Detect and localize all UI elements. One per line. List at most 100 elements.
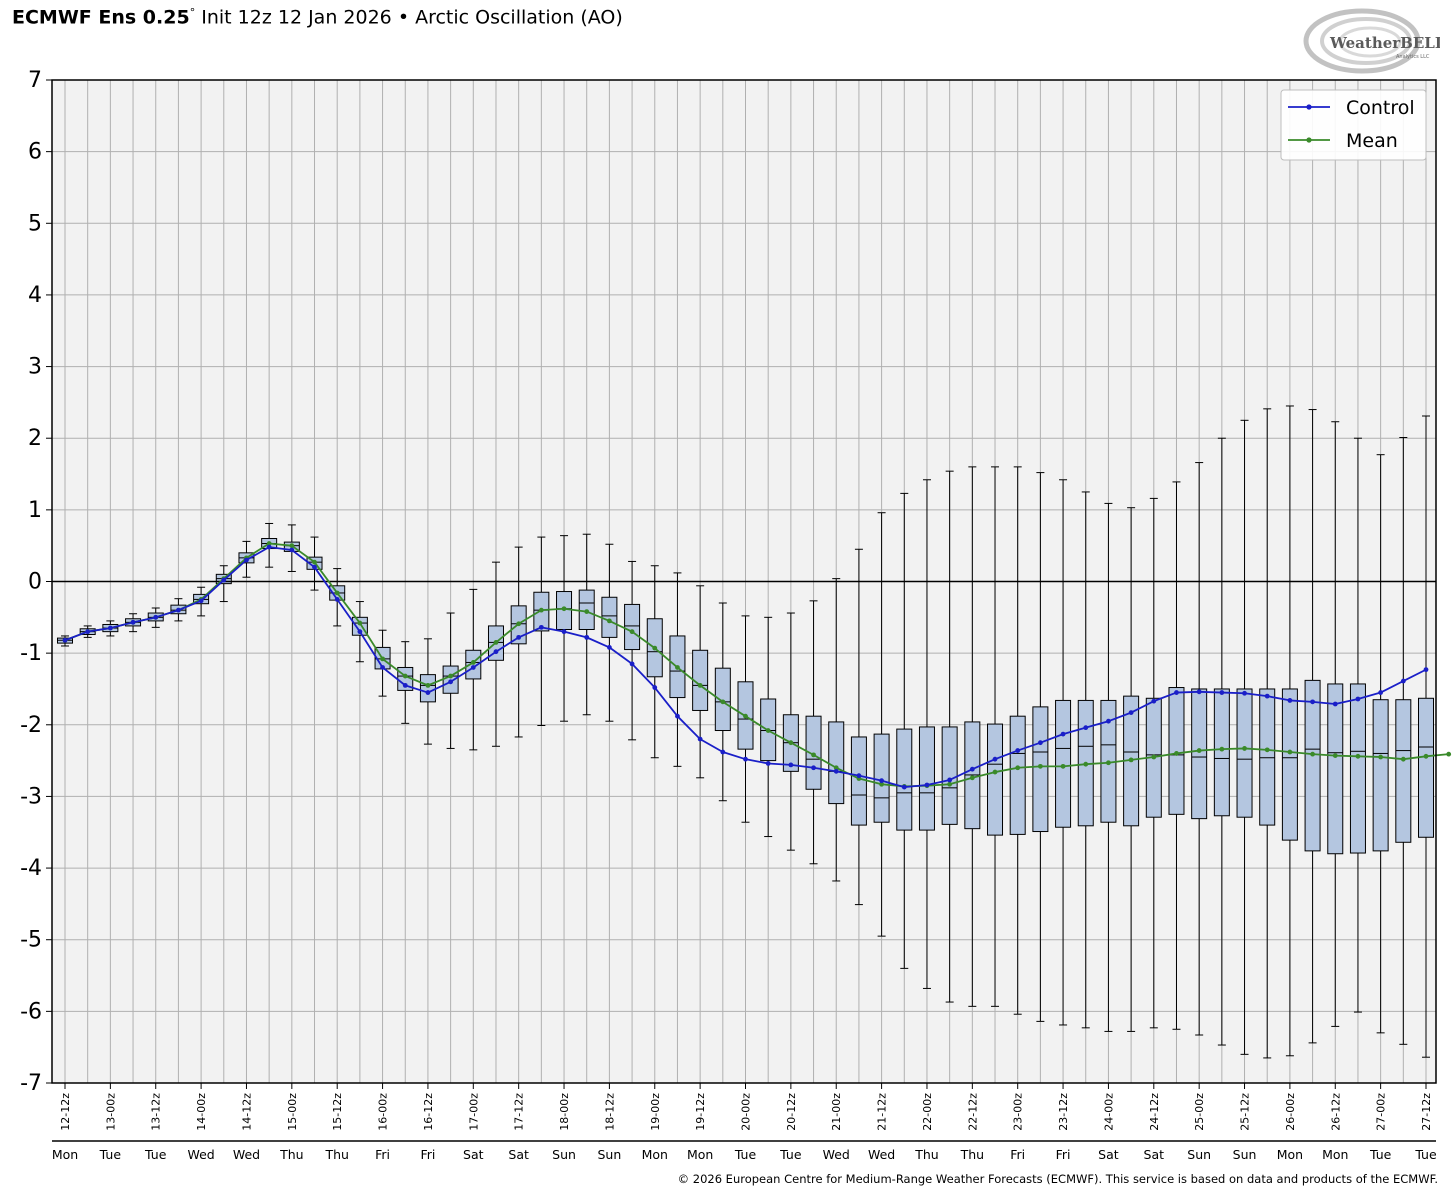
series-point-control <box>380 665 385 670</box>
box-iqr <box>1395 699 1412 843</box>
y-tick-label: 2 <box>28 426 42 451</box>
legend: Control Mean <box>1280 89 1427 161</box>
x-tick-date-label: 19-00z <box>649 1093 662 1131</box>
box-iqr <box>714 667 731 732</box>
x-tick-date-label: 15-00z <box>286 1093 299 1131</box>
y-tick-label: 6 <box>28 140 42 165</box>
series-point-mean <box>266 541 272 546</box>
x-tick-day-label: Fri <box>1056 1147 1071 1162</box>
series-point-mean <box>1446 751 1452 757</box>
x-tick-day-label: Mon <box>52 1147 78 1162</box>
x-tick-date-label: 17-00z <box>467 1093 480 1131</box>
x-tick-day-label: Tue <box>144 1147 167 1162</box>
box-iqr <box>1304 679 1321 852</box>
box-iqr <box>1236 688 1253 818</box>
series-point-mean <box>1332 753 1338 758</box>
series-point-control <box>1310 699 1315 705</box>
x-tick-date-label: 23-12z <box>1057 1093 1070 1131</box>
x-tick-day-label: Thu <box>324 1147 348 1162</box>
series-point-mean <box>380 656 385 662</box>
series-point-control <box>1242 690 1247 696</box>
series-point-control <box>811 765 816 771</box>
series-point-control <box>1355 696 1361 702</box>
series-point-control <box>1037 740 1043 746</box>
logo-text: WeatherBELL <box>1329 34 1440 52</box>
x-tick-date-label: 26-12z <box>1329 1093 1342 1131</box>
legend-control-label: Control <box>1346 97 1415 119</box>
x-tick-date-label: 27-00z <box>1375 1093 1388 1131</box>
series-point-control <box>1332 701 1338 707</box>
x-tick-day-label: Wed <box>868 1147 895 1162</box>
series-point-control <box>62 637 68 643</box>
series-point-control <box>538 624 544 630</box>
series-point-control <box>425 690 431 695</box>
series-point-control <box>1219 690 1225 695</box>
series-point-control <box>1400 678 1406 684</box>
series-point-mean <box>1151 754 1157 760</box>
series-point-control <box>1196 689 1202 695</box>
series-point-control <box>221 577 227 583</box>
model-name: ECMWF Ens 0.25 <box>12 6 190 29</box>
x-tick-date-label: 27-12z <box>1420 1093 1433 1131</box>
legend-mean-label: Mean <box>1346 130 1398 152</box>
box-iqr <box>624 603 641 651</box>
box-iqr <box>1372 699 1389 852</box>
x-tick-day-label: Tue <box>734 1147 757 1162</box>
x-tick-date-label: 19-12z <box>694 1093 707 1131</box>
y-tick-label: -2 <box>20 713 42 738</box>
series-point-control <box>833 768 839 774</box>
x-tick-date-label: 24-00z <box>1102 1093 1115 1131</box>
y-tick-label: -1 <box>20 641 42 666</box>
x-tick-date-label: 21-00z <box>830 1093 843 1131</box>
series-point-control <box>1264 693 1270 699</box>
series-point-control <box>266 544 272 550</box>
series-point-control <box>516 634 522 640</box>
x-tick-date-label: 25-00z <box>1193 1093 1206 1131</box>
series-point-mean <box>811 752 816 758</box>
x-tick-day-label: Fri <box>375 1147 390 1162</box>
y-tick-label: 0 <box>28 570 42 595</box>
x-tick-day-label: Sun <box>552 1147 576 1162</box>
series-point-control <box>130 619 136 625</box>
x-tick-date-label: 20-00z <box>740 1093 753 1131</box>
series-point-control <box>1378 690 1384 695</box>
series-point-control <box>992 756 998 762</box>
x-tick-day-label: Sat <box>463 1147 484 1162</box>
series-point-control <box>584 634 590 640</box>
series-point-control <box>198 598 204 604</box>
x-tick-day-label: Sat <box>1098 1147 1119 1162</box>
series-point-mean <box>334 590 340 596</box>
y-tick-label: -6 <box>20 999 42 1024</box>
series-point-control <box>969 766 975 772</box>
x-tick-day-label: Tue <box>1414 1147 1437 1162</box>
series-line-mean <box>64 542 1449 788</box>
series-point-control <box>720 749 726 755</box>
series-point-control <box>493 649 499 655</box>
box-iqr <box>1055 699 1072 828</box>
series-point-mean <box>1015 765 1021 771</box>
series-point-control <box>357 629 363 635</box>
x-tick-date-label: 24-12z <box>1148 1093 1161 1131</box>
series-point-mean <box>743 713 748 719</box>
box-iqr <box>1281 688 1298 841</box>
series-point-mean <box>1174 751 1179 756</box>
box-iqr <box>873 733 890 823</box>
series-point-mean <box>470 660 476 665</box>
series-point-mean <box>1060 763 1066 769</box>
x-tick-date-label: 15-12z <box>331 1093 344 1131</box>
y-tick-label: 1 <box>28 498 42 523</box>
series-point-control <box>312 564 317 570</box>
x-tick-day-label: Sat <box>1144 1147 1165 1162</box>
x-tick-day-label: Wed <box>187 1147 214 1162</box>
series-point-mean <box>947 781 953 787</box>
series-point-control <box>652 685 658 690</box>
x-tick-date-label: 13-12z <box>150 1093 163 1131</box>
box-iqr <box>828 721 845 805</box>
x-tick-date-label: 14-00z <box>195 1093 208 1131</box>
series-point-control <box>1060 731 1066 737</box>
series-point-control <box>675 713 680 719</box>
x-tick-date-label: 25-12z <box>1239 1093 1252 1131</box>
weatherbell-logo: WeatherBELL Analytics LLC <box>1303 8 1440 74</box>
y-tick-label: 7 <box>28 68 42 93</box>
